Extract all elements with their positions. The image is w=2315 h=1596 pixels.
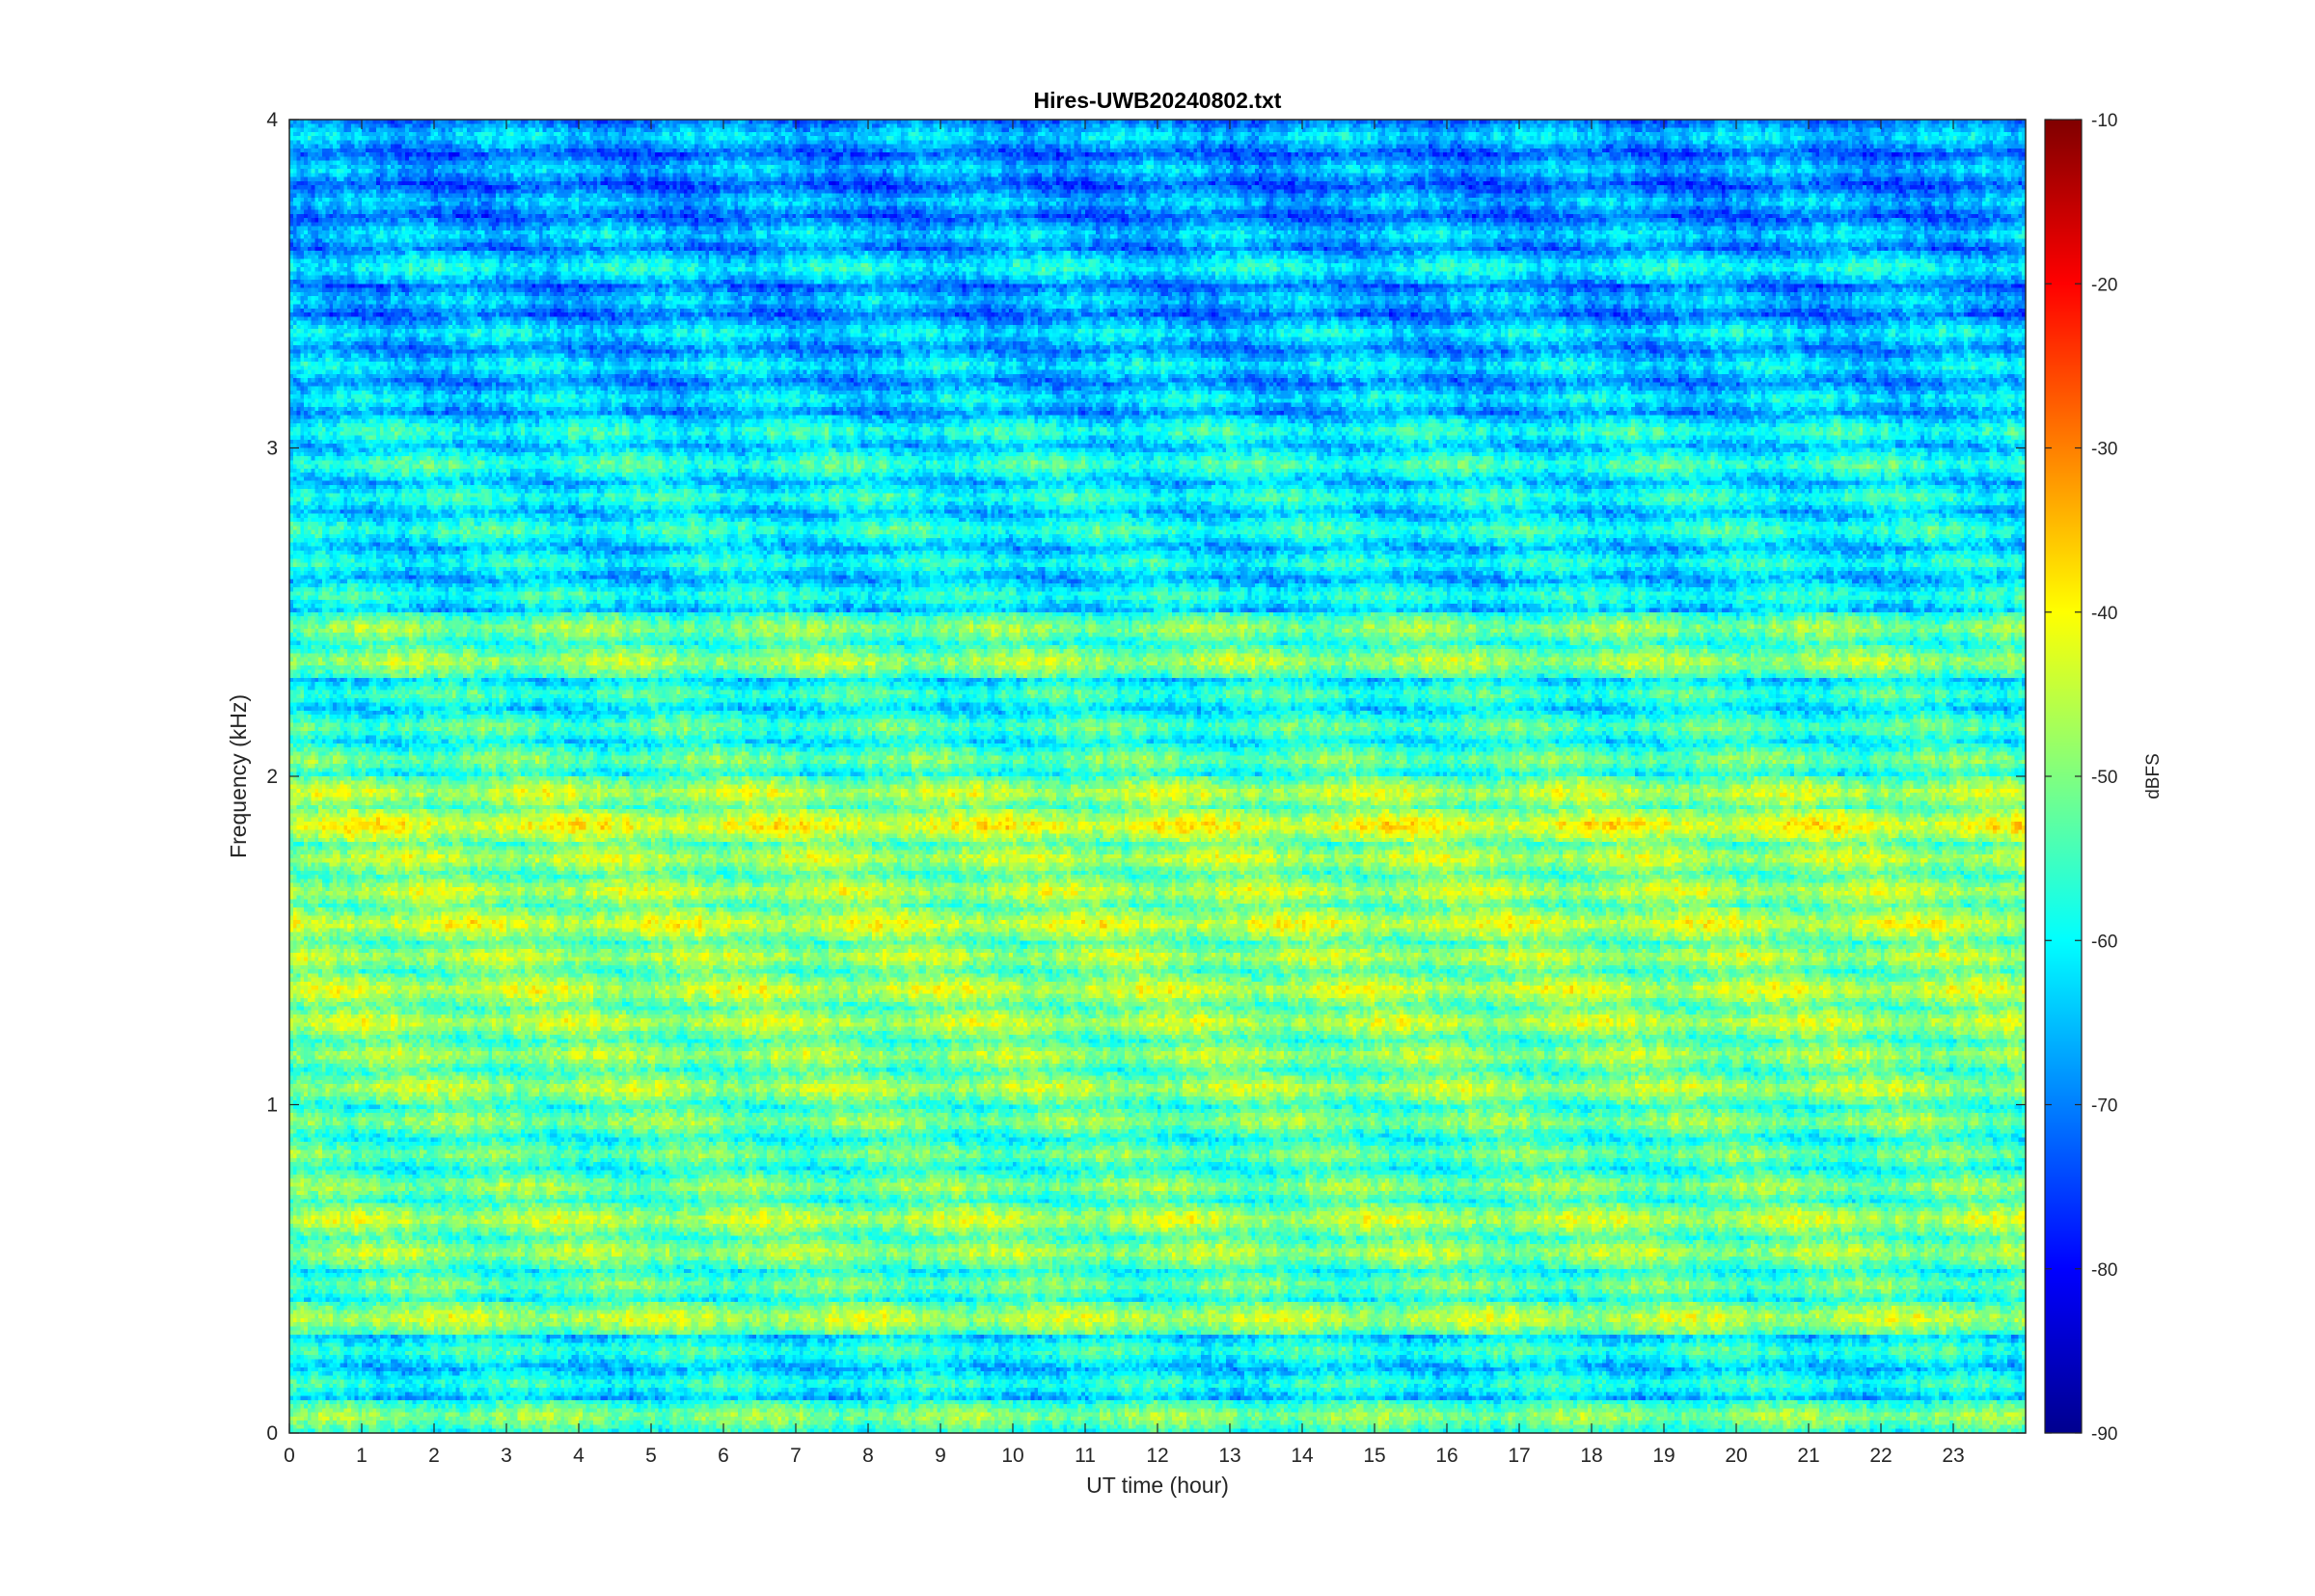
x-tick-label: 22 <box>1869 1445 1892 1467</box>
colorbar-tick-label: -70 <box>2091 1096 2117 1117</box>
y-tick-label: 2 <box>266 766 278 788</box>
colorbar-tick-label: -20 <box>2091 275 2117 295</box>
x-tick-label: 13 <box>1218 1445 1240 1467</box>
x-tick-label: 14 <box>1291 1445 1314 1467</box>
x-tick-label: 3 <box>501 1445 512 1467</box>
x-axis: 0 1 2 3 4 5 6 7 8 9 10 11 12 13 14 15 16 17 18 19 20 21 22 23 <box>284 120 1965 1467</box>
colorbar-tick-label: -80 <box>2091 1260 2117 1281</box>
spectrogram-image <box>289 120 2026 1433</box>
x-tick-label: 2 <box>428 1445 440 1467</box>
colorbar-tick-label: -30 <box>2091 440 2117 460</box>
x-tick-label: 16 <box>1435 1445 1457 1467</box>
x-tick-label: 10 <box>1001 1445 1023 1467</box>
x-tick-label: 15 <box>1363 1445 1385 1467</box>
x-tick-label: 20 <box>1725 1445 1747 1467</box>
x-tick-label: 19 <box>1652 1445 1675 1467</box>
colorbar-tick-label: -90 <box>2091 1424 2117 1445</box>
y-axis: 0 1 2 3 4 <box>266 109 2026 1445</box>
colorbar-tick-label: -50 <box>2091 768 2117 788</box>
x-tick-label: 4 <box>573 1445 585 1467</box>
x-axis-label: UT time (hour) <box>1086 1473 1229 1498</box>
x-tick-label: 23 <box>1942 1445 1964 1467</box>
x-tick-label: 6 <box>718 1445 729 1467</box>
chart-title: Hires-UWB20240802.txt <box>1034 88 1282 113</box>
x-tick-label: 21 <box>1797 1445 1819 1467</box>
colorbar-tick-label: -40 <box>2091 604 2117 624</box>
x-tick-label: 11 <box>1075 1445 1096 1467</box>
y-axis-label: Frequency (kHz) <box>226 694 251 858</box>
x-tick-label: 8 <box>862 1445 874 1467</box>
colorbar-axis: -90 -80 -70 -60 -50 -40 -30 -20 -10 <box>2045 111 2117 1445</box>
colorbar-tick-label: -60 <box>2091 932 2117 952</box>
x-tick-label: 0 <box>284 1445 295 1467</box>
y-tick-label: 0 <box>266 1422 278 1445</box>
x-tick-label: 7 <box>790 1445 802 1467</box>
y-tick-label: 4 <box>266 109 278 131</box>
colorbar-tick-label: -10 <box>2091 111 2117 131</box>
colorbar-label: dBFS <box>2143 753 2164 799</box>
x-tick-label: 18 <box>1580 1445 1602 1467</box>
y-tick-label: 3 <box>266 438 278 460</box>
x-tick-label: 5 <box>645 1445 657 1467</box>
spectrogram-heatmap <box>289 120 2026 1433</box>
y-tick-label: 1 <box>266 1095 278 1117</box>
x-tick-label: 17 <box>1508 1445 1530 1467</box>
x-tick-label: 12 <box>1146 1445 1168 1467</box>
x-tick-label: 9 <box>935 1445 946 1467</box>
x-tick-label: 1 <box>356 1445 368 1467</box>
